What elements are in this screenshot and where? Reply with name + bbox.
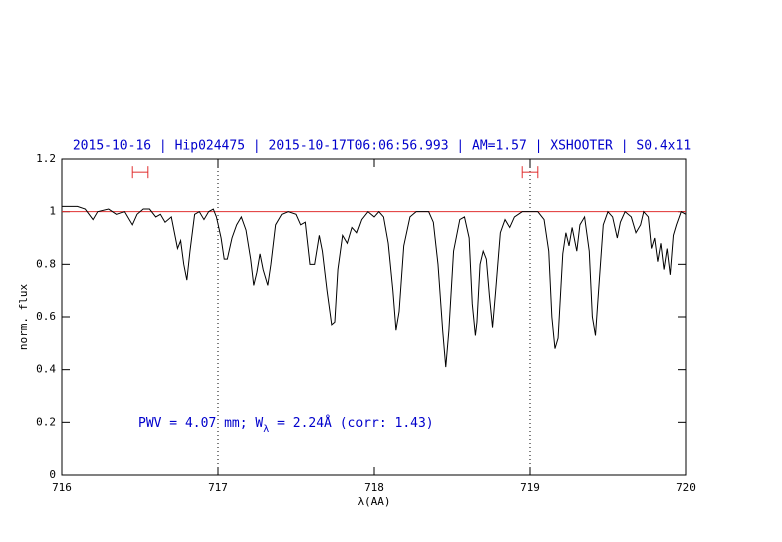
y-tick-label: 0.2	[36, 415, 56, 428]
annotation-part: = 2.24Å (corr: 1.43)	[269, 415, 433, 431]
x-axis-label: λ(AA)	[357, 495, 390, 508]
y-axis-label: norm. flux	[17, 284, 30, 351]
y-tick-label: 0.8	[36, 257, 56, 270]
y-tick-label: 1.2	[36, 152, 56, 165]
annotation: PWV = 4.07 mm; Wλ = 2.24Å (corr: 1.43)	[138, 415, 434, 435]
y-tick-label: 1	[49, 205, 56, 218]
annotation-part: λ	[263, 424, 269, 435]
x-tick-label: 720	[676, 481, 696, 494]
y-tick-label: 0.4	[36, 363, 56, 376]
annotation-part: PWV = 4.07 mm; W	[138, 416, 263, 431]
y-tick-label: 0	[49, 468, 56, 481]
y-tick-label: 0.6	[36, 310, 56, 323]
x-tick-label: 717	[208, 481, 228, 494]
x-tick-label: 719	[520, 481, 540, 494]
x-tick-label: 716	[52, 481, 72, 494]
spectrum-line	[62, 205, 687, 368]
chart-title: 2015-10-16 | Hip024475 | 2015-10-17T06:0…	[73, 139, 691, 154]
x-tick-label: 718	[364, 481, 384, 494]
